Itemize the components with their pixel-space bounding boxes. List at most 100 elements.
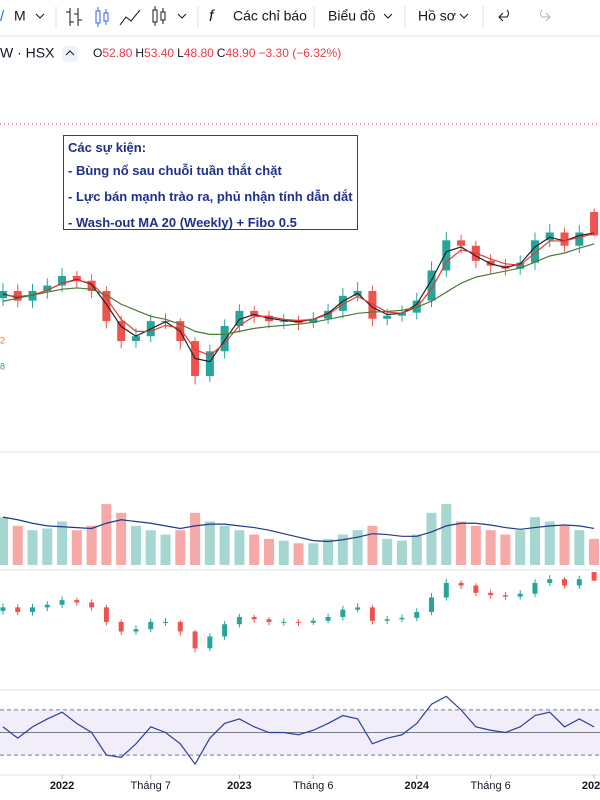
annotation-line: - Bùng nổ sau chuỗi tuần thắt chặt [68, 163, 282, 178]
bar-style-button[interactable] [66, 8, 82, 26]
side-label: 8 [0, 361, 5, 371]
compact-body [532, 582, 538, 594]
candle-body [560, 232, 569, 246]
volume-bar [42, 528, 53, 565]
chart-menu-dropdown[interactable] [383, 13, 393, 19]
undo-button[interactable] [498, 9, 509, 22]
chart-menu-button[interactable]: Biểu đồ [328, 8, 376, 24]
compact-body [0, 607, 6, 611]
candle-body [58, 275, 67, 286]
line-style-button[interactable] [119, 9, 141, 26]
annotation-title: Các sự kiện: [68, 140, 147, 155]
volume-bar [0, 517, 8, 565]
compact-body [163, 621, 169, 623]
volume-bar [396, 540, 407, 565]
volume-bar [559, 525, 570, 565]
volume-bar [426, 512, 437, 565]
candle-body [250, 310, 259, 316]
candle-body [117, 321, 126, 342]
x-tick-label: Tháng 7 [131, 780, 171, 792]
compact-body [44, 604, 50, 608]
candle-body [87, 280, 96, 291]
profile-button[interactable]: Hồ sơ [418, 8, 456, 24]
candle-body [575, 232, 584, 246]
compact-body [30, 607, 36, 613]
volume-bar [278, 540, 289, 565]
candle-style-button[interactable] [95, 7, 109, 27]
legend-change: −3.30 (−6.32%) [259, 46, 342, 60]
volume-bar [204, 521, 215, 565]
interval-dropdown[interactable] [35, 13, 45, 19]
style-dropdown[interactable] [177, 13, 187, 19]
compact-body [517, 593, 523, 597]
x-tick-label: 2024 [405, 780, 430, 792]
legend-value: 48.80 [184, 46, 214, 60]
candle-body [338, 295, 347, 311]
candle-body [442, 240, 451, 271]
volume-bar [27, 530, 38, 565]
volume-bar [544, 521, 555, 565]
compact-body [591, 572, 597, 581]
volume-bar [219, 525, 230, 565]
volume-bar [337, 534, 348, 565]
candle-body [131, 336, 140, 342]
compact-body [59, 600, 65, 605]
volume-bar [101, 504, 112, 565]
volume-ma [2, 516, 595, 543]
compact-body [222, 624, 228, 637]
candle-body [220, 325, 229, 352]
indicator-icon[interactable]: f [209, 8, 215, 25]
volume-bar [116, 512, 127, 565]
volume-bar [323, 538, 334, 565]
candle-body [457, 240, 466, 246]
candle-body [530, 240, 539, 263]
compact-body [340, 609, 346, 617]
profile-dropdown[interactable] [459, 13, 469, 19]
volume-bar [456, 521, 467, 565]
compact-body [502, 595, 508, 597]
candle-body [383, 315, 392, 319]
legend-value: 53.40 [144, 46, 174, 60]
compact-body [74, 600, 80, 603]
legend-value: 52.80 [102, 46, 132, 60]
volume-bar [589, 538, 600, 565]
volume-bar [485, 530, 496, 565]
volume-bar [145, 530, 156, 565]
volume-bar [352, 530, 363, 565]
volume-bar [190, 512, 201, 565]
volume-bar [470, 525, 481, 565]
compact-body [547, 579, 553, 583]
interval-button[interactable]: M [14, 8, 26, 24]
candle-body [72, 275, 81, 281]
compact-body [103, 607, 109, 622]
compact-body [236, 616, 242, 625]
side-label: 2 [0, 335, 5, 345]
volume-bar [441, 504, 452, 565]
volume-bar [411, 534, 422, 565]
chart-style-button[interactable] [152, 6, 166, 26]
candle-body [427, 270, 436, 301]
redo-button[interactable] [540, 9, 551, 22]
rsi-line [2, 695, 595, 766]
compact-body [443, 582, 449, 598]
compact-body [177, 621, 183, 632]
candle-body [102, 290, 111, 322]
candle-body [205, 351, 214, 377]
collapse-legend[interactable] [62, 46, 78, 62]
x-tick-label: Tháng 6 [470, 780, 510, 792]
compact-body [369, 607, 375, 621]
annotation-line: - Lực bán mạnh trào ra, phủ nhận tính dẫ… [68, 189, 353, 204]
x-tick-label: 2023 [227, 780, 251, 792]
volume-bar [160, 534, 171, 565]
compact-body [251, 616, 257, 620]
moving-average [2, 243, 595, 335]
candle-body [397, 312, 406, 316]
indicators-button[interactable]: Các chỉ báo [233, 8, 307, 24]
legend-key: O [93, 46, 102, 60]
volume-bar [293, 543, 304, 565]
volume-bar [382, 538, 393, 565]
volume-bar [57, 521, 68, 565]
compact-body [207, 636, 213, 649]
moving-average [2, 232, 595, 363]
